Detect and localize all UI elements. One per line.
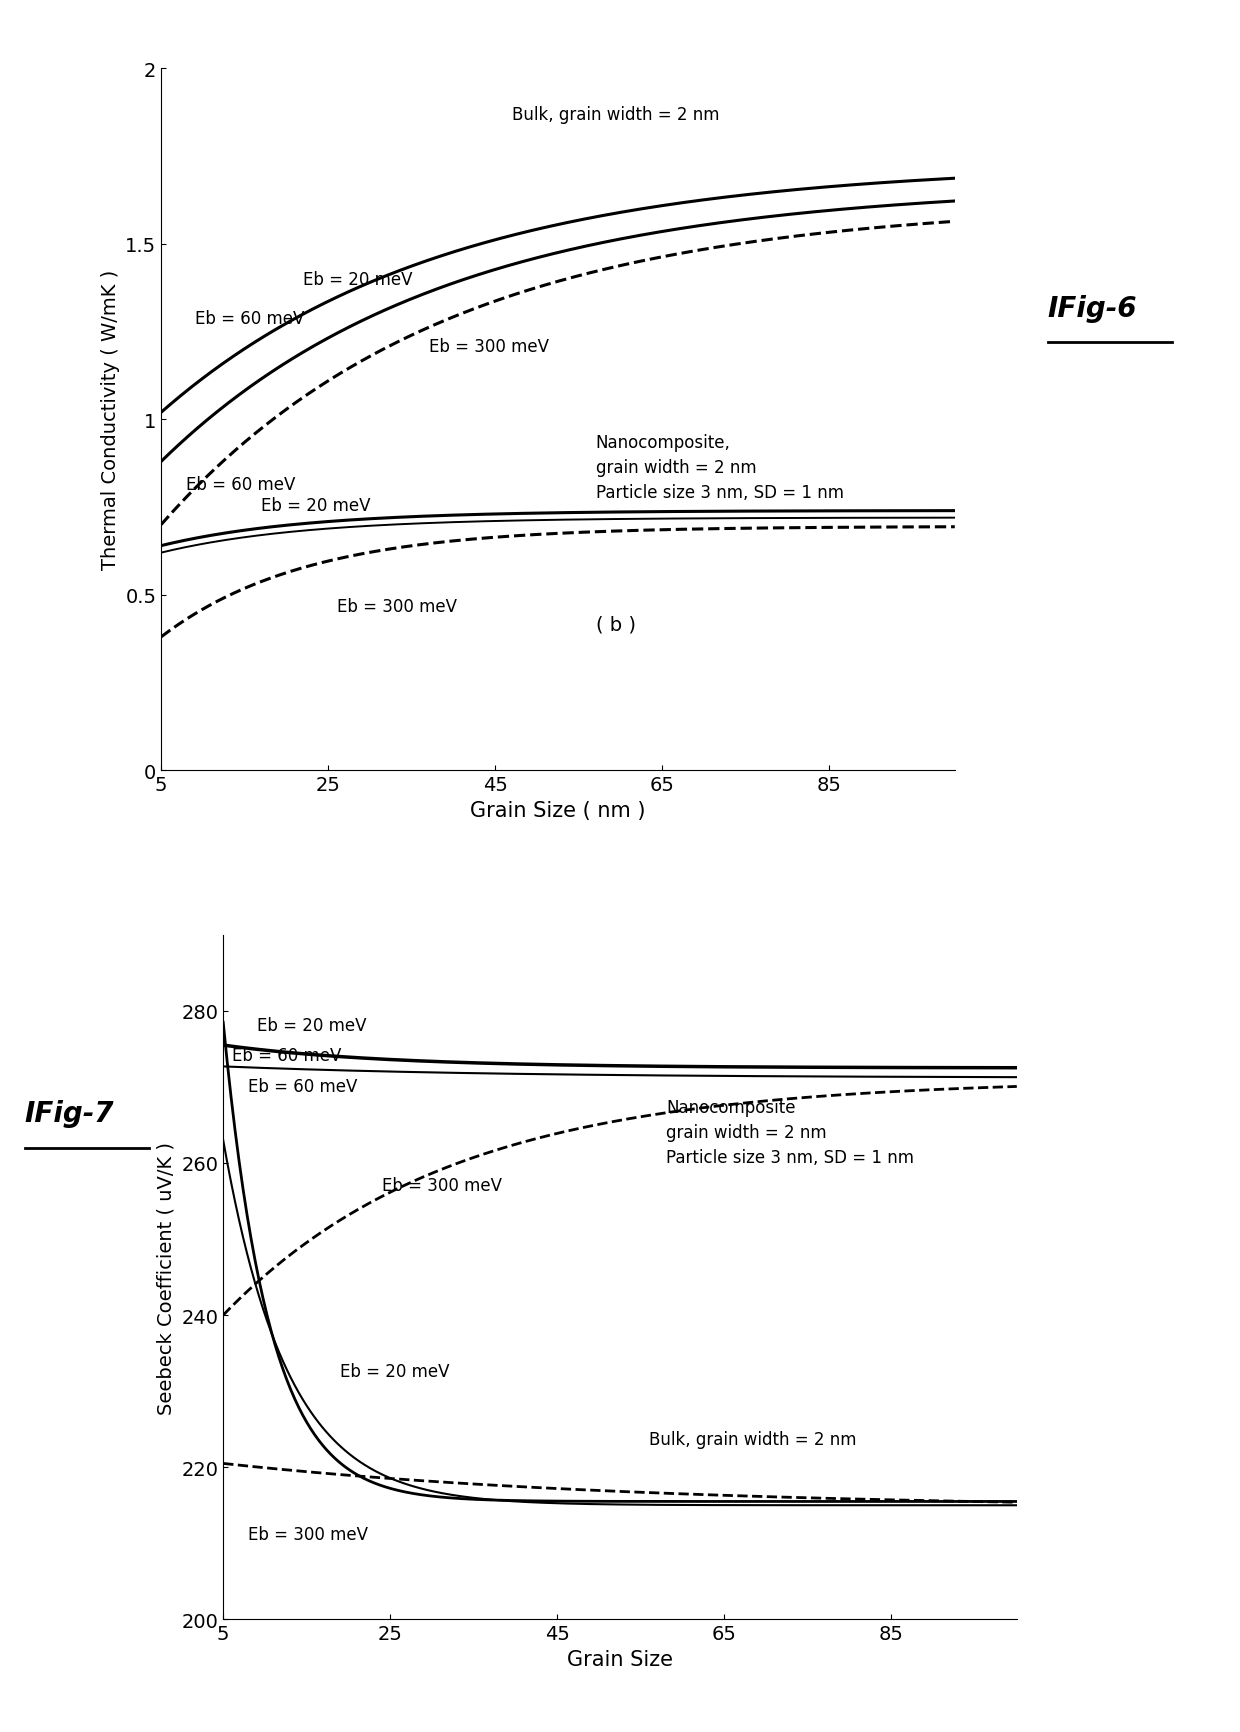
X-axis label: Grain Size: Grain Size [567,1649,673,1670]
Text: Eb = 20 meV: Eb = 20 meV [340,1361,450,1380]
Text: Eb = 20 meV: Eb = 20 meV [262,497,371,514]
Y-axis label: Thermal Conductivity ( W/mK ): Thermal Conductivity ( W/mK ) [100,270,119,570]
Text: Eb = 300 meV: Eb = 300 meV [248,1526,368,1543]
X-axis label: Grain Size ( nm ): Grain Size ( nm ) [470,800,646,821]
Text: Nanocomposite,
grain width = 2 nm
Particle size 3 nm, SD = 1 nm: Nanocomposite, grain width = 2 nm Partic… [595,435,843,502]
Text: Eb = 20 meV: Eb = 20 meV [304,270,413,289]
Text: Eb = 60 meV: Eb = 60 meV [248,1077,357,1095]
Y-axis label: Seebeck Coefficient ( uV/K ): Seebeck Coefficient ( uV/K ) [156,1141,176,1413]
Text: Eb = 300 meV: Eb = 300 meV [382,1176,502,1193]
Text: Eb = 60 meV: Eb = 60 meV [186,476,295,494]
Text: IFig-7: IFig-7 [25,1100,114,1128]
Text: Eb = 60 meV: Eb = 60 meV [232,1046,341,1065]
Text: Eb = 20 meV: Eb = 20 meV [257,1017,366,1034]
Text: IFig-6: IFig-6 [1048,294,1137,322]
Text: Bulk, grain width = 2 nm: Bulk, grain width = 2 nm [512,106,719,125]
Text: Bulk, grain width = 2 nm: Bulk, grain width = 2 nm [650,1431,857,1448]
Text: ( b ): ( b ) [595,615,636,634]
Text: Eb = 300 meV: Eb = 300 meV [429,338,548,355]
Text: Eb = 300 meV: Eb = 300 meV [336,598,456,615]
Text: Nanocomposite
grain width = 2 nm
Particle size 3 nm, SD = 1 nm: Nanocomposite grain width = 2 nm Particl… [666,1098,914,1167]
Text: Eb = 60 meV: Eb = 60 meV [195,310,304,327]
